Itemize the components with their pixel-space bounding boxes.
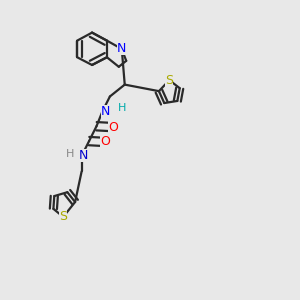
Text: N: N	[78, 149, 88, 162]
Text: O: O	[100, 136, 110, 148]
Text: O: O	[108, 121, 118, 134]
Text: N: N	[117, 42, 127, 56]
Text: H: H	[118, 103, 126, 113]
Text: H: H	[66, 149, 74, 160]
Text: S: S	[165, 74, 173, 87]
Text: S: S	[59, 210, 67, 224]
Text: N: N	[101, 105, 110, 118]
